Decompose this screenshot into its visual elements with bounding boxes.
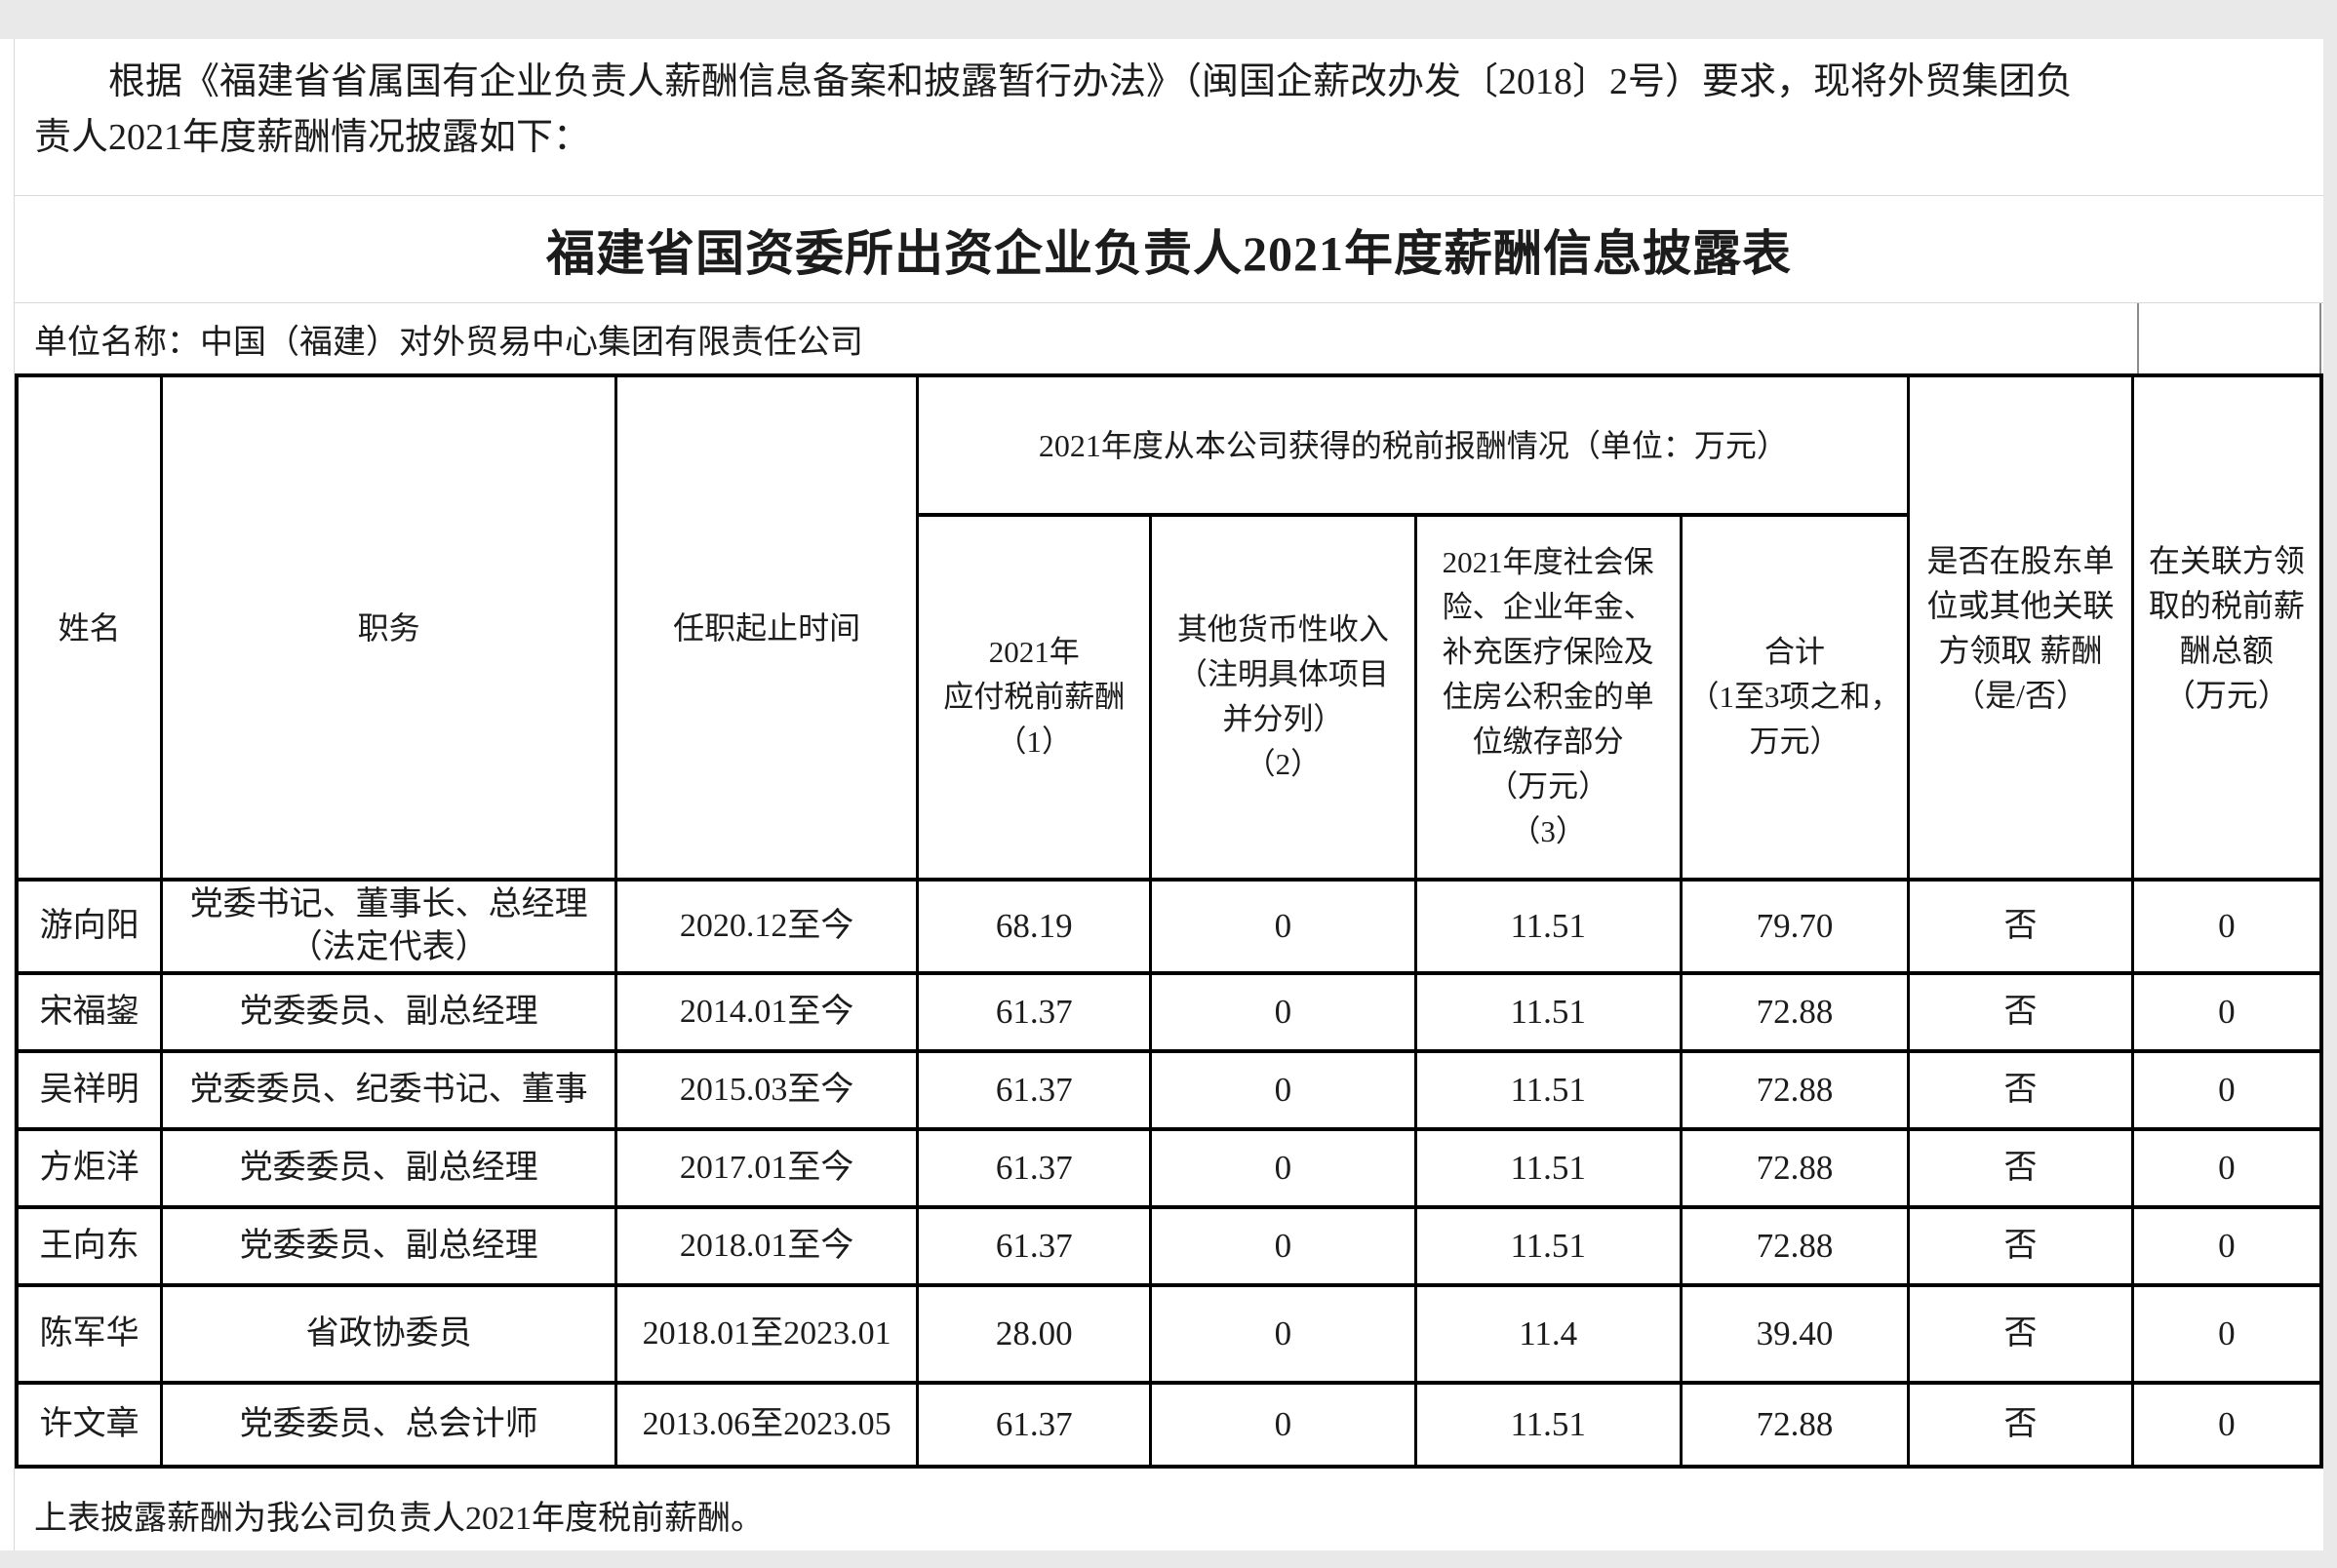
unit-name-row: 单位名称：中国（福建）对外贸易中心集团有限责任公司 — [15, 302, 2323, 373]
header-row-sub: 2021年 应付税前薪酬 （1） 其他货币性收入 （注明具体项目 并分列） （2… — [17, 513, 2321, 882]
cell-other-income: 0 — [1149, 1127, 1417, 1209]
cell-other-income: 0 — [1149, 878, 1417, 975]
cell-other-income: 0 — [1149, 1283, 1417, 1385]
cell-insurance: 11.51 — [1413, 1127, 1683, 1209]
cell-related-amount: 0 — [2130, 1381, 2323, 1469]
salary-disclosure-table: 姓名 职务 任职起止时间 2021年度从本公司获得的税前报酬情况（单位：万元） … — [15, 373, 2323, 1469]
cell-related-amount: 0 — [2130, 1283, 2323, 1385]
cell-name: 陈军华 — [15, 1283, 164, 1385]
footnote-row: 上表披露薪酬为我公司负责人2021年度税前薪酬。 — [15, 1469, 2323, 1560]
cell-name: 宋福鋆 — [15, 971, 164, 1053]
cell-salary: 28.00 — [916, 1283, 1153, 1385]
cell-insurance: 11.4 — [1413, 1283, 1683, 1385]
cell-shareholder-flag: 否 — [1907, 878, 2134, 975]
cell-other-income: 0 — [1149, 1205, 1417, 1287]
gridline-tick — [2319, 303, 2321, 373]
header-term: 任职起止时间 — [614, 373, 920, 882]
table-row: 吴祥明 党委委员、纪委书记、董事 2015.03至今 61.37 0 11.51… — [15, 1049, 2323, 1131]
cell-position: 党委委员、副总经理 — [160, 1127, 617, 1209]
cell-total: 79.70 — [1679, 878, 1911, 975]
cell-total: 72.88 — [1679, 1049, 1911, 1131]
cell-related-amount: 0 — [2130, 1127, 2323, 1209]
header-total: 合计 （1至3项之和， 万元） — [1679, 513, 1911, 882]
cell-position: 省政协委员 — [160, 1283, 617, 1385]
cell-position: 党委委员、副总经理 — [160, 971, 617, 1053]
cell-shareholder-flag: 否 — [1907, 1381, 2134, 1469]
cell-insurance: 11.51 — [1413, 1205, 1683, 1287]
table-row: 宋福鋆 党委委员、副总经理 2014.01至今 61.37 0 11.51 72… — [15, 971, 2323, 1053]
header-row-group: 姓名 职务 任职起止时间 2021年度从本公司获得的税前报酬情况（单位：万元） … — [15, 373, 2323, 882]
cell-salary: 61.37 — [916, 971, 1153, 1053]
title-block: 福建省国资委所出资企业负责人2021年度薪酬信息披露表 — [15, 195, 2323, 302]
cell-related-amount: 0 — [2130, 1205, 2323, 1287]
cell-position: 党委委员、副总经理 — [160, 1205, 617, 1287]
cell-term: 2017.01至今 — [614, 1127, 920, 1209]
cell-other-income: 0 — [1149, 971, 1417, 1053]
cell-shareholder-flag: 否 — [1907, 1127, 2134, 1209]
cell-salary: 61.37 — [916, 1049, 1153, 1131]
cell-position: 党委书记、董事长、总经理 （法定代表） — [160, 878, 617, 975]
cell-total: 72.88 — [1679, 971, 1911, 1053]
cell-other-income: 0 — [1149, 1381, 1417, 1469]
cell-total: 72.88 — [1679, 1205, 1911, 1287]
table-row: 陈军华 省政协委员 2018.01至2023.01 28.00 0 11.4 3… — [15, 1283, 2323, 1385]
page-top-margin — [0, 0, 2337, 39]
cell-related-amount: 0 — [2130, 878, 2323, 975]
header-shareholder-pay: 是否在股东单 位或其他关联 方领取 薪酬 （是/否） — [1907, 373, 2134, 882]
cell-insurance: 11.51 — [1413, 1381, 1683, 1469]
header-related-pay: 在关联方领 取的税前薪 酬总额 （万元） — [2130, 373, 2323, 882]
cell-name: 许文章 — [15, 1381, 164, 1469]
cell-shareholder-flag: 否 — [1907, 1283, 2134, 1385]
cell-insurance: 11.51 — [1413, 971, 1683, 1053]
header-insurance-3: 2021年度社会保 险、企业年金、 补充医疗保险及 住房公积金的单 位缴存部分 … — [1413, 513, 1683, 882]
cell-name: 王向东 — [15, 1205, 164, 1287]
page-title: 福建省国资委所出资企业负责人2021年度薪酬信息披露表 — [546, 225, 1792, 281]
cell-salary: 61.37 — [916, 1381, 1153, 1469]
footnote-text: 上表披露薪酬为我公司负责人2021年度税前薪酬。 — [34, 1500, 764, 1537]
table-row: 许文章 党委委员、总会计师 2013.06至2023.05 61.37 0 11… — [15, 1381, 2323, 1469]
table-row: 王向东 党委委员、副总经理 2018.01至今 61.37 0 11.51 72… — [15, 1205, 2323, 1287]
cell-position: 党委委员、总会计师 — [160, 1381, 617, 1469]
page-right-margin — [2323, 0, 2337, 1568]
cell-salary: 61.37 — [916, 1205, 1153, 1287]
cell-term: 2018.01至2023.01 — [614, 1283, 920, 1385]
table-row: 游向阳 党委书记、董事长、总经理 （法定代表） 2020.12至今 68.19 … — [15, 878, 2323, 975]
cell-total: 72.88 — [1679, 1381, 1911, 1469]
cell-insurance: 11.51 — [1413, 878, 1683, 975]
gridline-tick — [2137, 303, 2139, 373]
header-pretax-group: 2021年度从本公司获得的税前报酬情况（单位：万元） — [916, 373, 1911, 517]
cell-related-amount: 0 — [2130, 971, 2323, 1053]
cell-salary: 61.37 — [916, 1127, 1153, 1209]
page-bottom-margin — [0, 1550, 2337, 1568]
cell-other-income: 0 — [1149, 1049, 1417, 1131]
cell-position: 党委委员、纪委书记、董事 — [160, 1049, 617, 1131]
cell-insurance: 11.51 — [1413, 1049, 1683, 1131]
cell-shareholder-flag: 否 — [1907, 971, 2134, 1053]
document-content: 根据《福建省省属国有企业负责人薪酬信息备案和披露暂行办法》（闽国企薪改办发〔20… — [14, 39, 2323, 1550]
header-position: 职务 — [160, 373, 617, 882]
cell-related-amount: 0 — [2130, 1049, 2323, 1131]
table-row: 方炬洋 党委委员、副总经理 2017.01至今 61.37 0 11.51 72… — [15, 1127, 2323, 1209]
cell-term: 2020.12至今 — [614, 878, 920, 975]
cell-term: 2015.03至今 — [614, 1049, 920, 1131]
header-salary-1: 2021年 应付税前薪酬 （1） — [916, 513, 1153, 882]
cell-term: 2014.01至今 — [614, 971, 920, 1053]
cell-shareholder-flag: 否 — [1907, 1049, 2134, 1131]
intro-paragraph: 根据《福建省省属国有企业负责人薪酬信息备案和披露暂行办法》（闽国企薪改办发〔20… — [34, 61, 2074, 158]
header-other-income-2: 其他货币性收入 （注明具体项目 并分列） （2） — [1149, 513, 1417, 882]
cell-name: 吴祥明 — [15, 1049, 164, 1131]
cell-term: 2018.01至今 — [614, 1205, 920, 1287]
cell-name: 游向阳 — [15, 878, 164, 975]
cell-name: 方炬洋 — [15, 1127, 164, 1209]
cell-total: 72.88 — [1679, 1127, 1911, 1209]
cell-total: 39.40 — [1679, 1283, 1911, 1385]
cell-term: 2013.06至2023.05 — [614, 1381, 920, 1469]
cell-salary: 68.19 — [916, 878, 1153, 975]
cell-shareholder-flag: 否 — [1907, 1205, 2134, 1287]
header-name: 姓名 — [15, 373, 164, 882]
unit-name-text: 单位名称：中国（福建）对外贸易中心集团有限责任公司 — [34, 324, 863, 361]
